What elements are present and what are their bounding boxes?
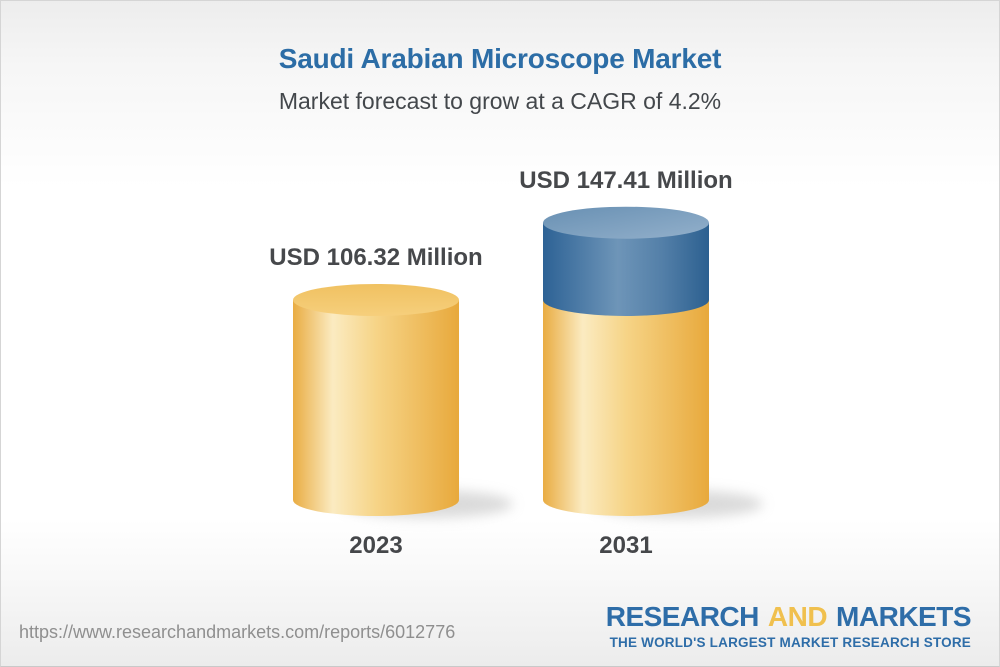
logo-word-research: RESEARCH — [605, 601, 760, 632]
base-segment-2023 — [293, 300, 459, 516]
category-label-2023: 2023 — [349, 532, 403, 559]
page-title: Saudi Arabian Microscope Market — [278, 43, 722, 74]
page-subtitle: Market forecast to grow at a CAGR of 4.2… — [278, 88, 722, 114]
logo-wordmark: RESEARCH AND MARKETS — [605, 601, 972, 632]
source-url: https://www.researchandmarkets.com/repor… — [19, 622, 456, 642]
researchandmarkets-logo: RESEARCH AND MARKETS THE WORLD'S LARGEST… — [605, 601, 972, 651]
value-label-2023: USD 106.32 Million — [269, 244, 483, 271]
logo-word-markets: MARKETS — [836, 601, 971, 632]
logo-word-and: AND — [767, 601, 828, 632]
logo-tagline: THE WORLD'S LARGEST MARKET RESEARCH STOR… — [609, 635, 971, 651]
category-label-2031: 2031 — [599, 532, 653, 559]
growth-segment-2031 — [543, 222, 709, 316]
base-segment-top-2023 — [293, 284, 459, 316]
growth-segment-top-2031 — [543, 206, 709, 239]
value-label-2031: USD 147.41 Million — [519, 166, 733, 194]
base-segment-2031 — [543, 300, 709, 516]
